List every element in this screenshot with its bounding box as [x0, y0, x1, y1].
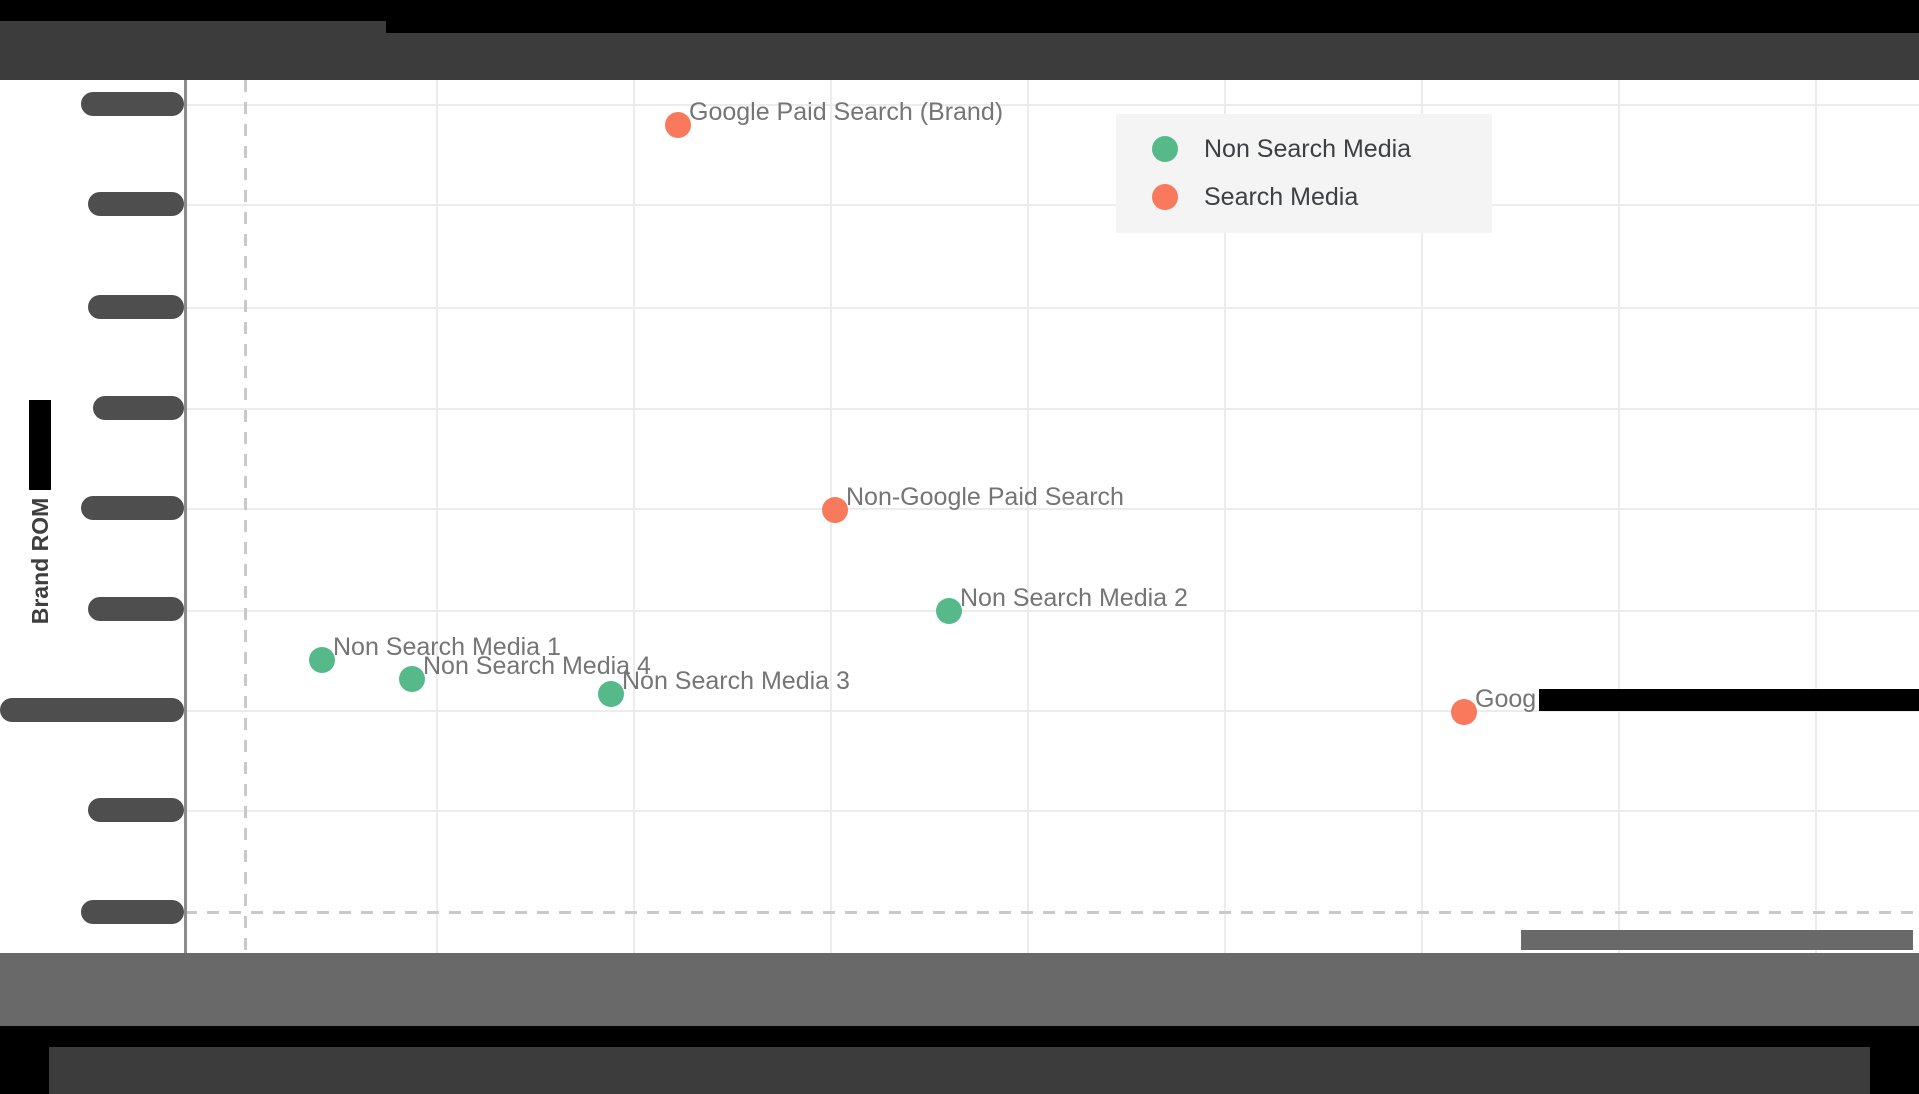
- y-tick-redaction-bar: [88, 192, 184, 216]
- legend-item-non-search-media[interactable]: Non Search Media: [1116, 125, 1492, 173]
- y-tick-redaction-bar: [81, 900, 184, 924]
- data-point[interactable]: [399, 666, 425, 692]
- gridline-vertical: [1421, 80, 1423, 953]
- data-point[interactable]: [665, 112, 691, 138]
- y-tick-redaction-bar: [88, 798, 184, 822]
- legend-item-search-media[interactable]: Search Media: [1116, 173, 1492, 221]
- gridline-vertical: [1618, 80, 1620, 953]
- gridline-vertical: [1815, 80, 1817, 953]
- data-point-label-redaction: [1539, 689, 1919, 712]
- y-axis-title-redaction-bar: [29, 399, 51, 490]
- dashed-vertical-reference-line: [244, 80, 247, 953]
- y-tick-redaction-bar: [81, 92, 184, 116]
- data-point-label: Google Paid Search (Brand): [689, 98, 1004, 126]
- data-point-label: Non Search Media 1: [333, 633, 561, 661]
- y-tick-redaction-bar: [0, 698, 184, 722]
- x-axis-tick-labels-redaction-band: [0, 953, 1919, 1026]
- data-point[interactable]: [822, 497, 848, 523]
- x-axis-title-redaction-bar: [1521, 930, 1913, 950]
- top-black-redaction-bar-right: [386, 0, 1919, 33]
- y-tick-redaction-bar: [88, 597, 184, 621]
- legend-swatch-non-search-media: [1152, 136, 1178, 162]
- data-point-label: Non Search Media 2: [960, 584, 1188, 612]
- y-tick-redaction-bar: [88, 295, 184, 319]
- y-tick-redaction-bar: [81, 496, 184, 520]
- data-point[interactable]: [598, 681, 624, 707]
- gridline-horizontal: [185, 408, 1919, 410]
- y-axis-title: Brand ROM: [23, 372, 57, 652]
- legend-label: Non Search Media: [1204, 134, 1412, 163]
- gridline-horizontal: [185, 104, 1919, 106]
- data-point[interactable]: [936, 598, 962, 624]
- gridline-horizontal: [185, 307, 1919, 309]
- data-point-label: Non Search Media 3: [622, 667, 850, 695]
- gridline-horizontal: [185, 508, 1919, 510]
- gridline-horizontal: [185, 610, 1919, 612]
- gridline-vertical: [436, 80, 438, 953]
- gridline-vertical: [633, 80, 635, 953]
- y-axis-title-text: Brand ROM: [26, 497, 53, 625]
- y-axis-line: [184, 80, 187, 953]
- bottom-dark-redaction-bar: [49, 1047, 1870, 1094]
- legend-label: Search Media: [1204, 182, 1359, 211]
- data-point-label: Goog: [1475, 684, 1919, 714]
- gridline-horizontal: [185, 810, 1919, 812]
- data-point[interactable]: [309, 647, 335, 673]
- data-point-label: Non-Google Paid Search: [846, 483, 1124, 511]
- gridline-vertical: [1224, 80, 1226, 953]
- chart-legend: Non Search Media Search Media: [1116, 114, 1492, 233]
- gridline-horizontal: [185, 710, 1919, 712]
- dashed-horizontal-reference-line: [185, 911, 1919, 914]
- gridline-vertical: [1027, 80, 1029, 953]
- data-point-label: Non Search Media 4: [423, 652, 651, 680]
- gridline-horizontal: [185, 204, 1919, 206]
- legend-swatch-search-media: [1152, 184, 1178, 210]
- data-point[interactable]: [1451, 699, 1477, 725]
- y-tick-redaction-bar: [93, 396, 184, 420]
